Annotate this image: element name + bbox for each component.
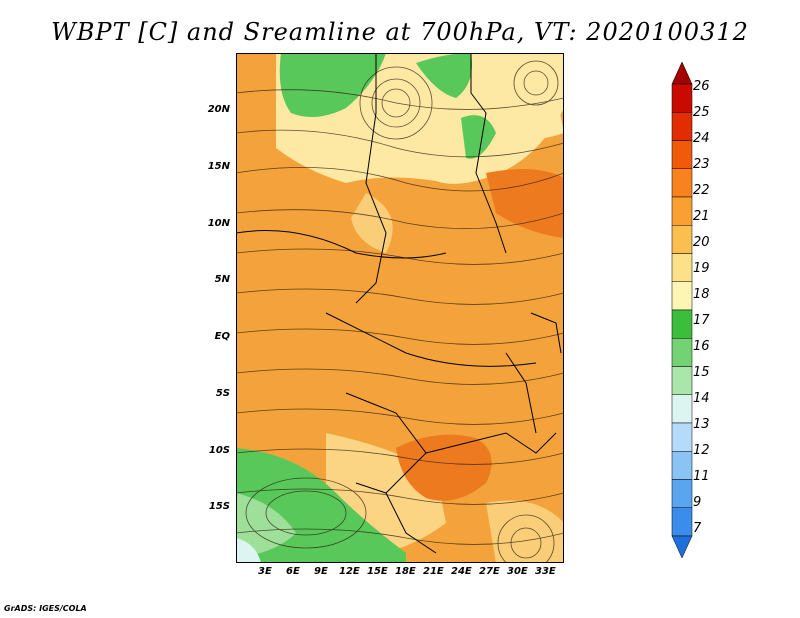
colorbar-label: 25 bbox=[693, 105, 710, 120]
green-region-north-east bbox=[416, 53, 472, 98]
x-tick-label: 18E bbox=[395, 566, 416, 577]
colorbar-segment bbox=[671, 281, 693, 311]
colorbar-label: 15 bbox=[693, 365, 710, 380]
y-tick-label: 5N bbox=[214, 274, 230, 285]
colorbar-segment bbox=[671, 62, 693, 85]
y-tick-label: 15N bbox=[207, 161, 230, 172]
x-tick-label: 33E bbox=[535, 566, 556, 577]
pale-region-south-east bbox=[486, 500, 564, 563]
colorbar-segment bbox=[671, 451, 693, 480]
hot-region-east bbox=[486, 169, 564, 238]
pale-region-center bbox=[351, 193, 393, 253]
x-tick-label: 27E bbox=[479, 566, 500, 577]
colorbar-segment bbox=[671, 366, 693, 395]
green-region-north bbox=[279, 53, 386, 117]
colorbar-label: 7 bbox=[693, 521, 702, 536]
colorbar-segment bbox=[671, 112, 693, 141]
colorbar-label: 21 bbox=[693, 209, 710, 224]
colorbar-segment bbox=[671, 309, 693, 339]
colorbar-segment bbox=[671, 83, 693, 113]
colorbar-segment bbox=[671, 338, 693, 367]
colorbar-segment bbox=[671, 535, 693, 558]
colorbar-label: 14 bbox=[693, 391, 710, 406]
colorbar-label: 9 bbox=[693, 495, 702, 510]
pale-region-north-east bbox=[476, 79, 564, 140]
colorbar-segment bbox=[671, 253, 693, 282]
colorbar-segment bbox=[671, 168, 693, 198]
colorbar-label: 19 bbox=[693, 261, 710, 276]
x-tick-label: 3E bbox=[258, 566, 272, 577]
x-tick-label: 12E bbox=[339, 566, 360, 577]
cool-region-south-west bbox=[236, 538, 261, 563]
colorbar-segment bbox=[671, 225, 693, 254]
colorbar-label: 23 bbox=[693, 157, 710, 172]
colorbar-label: 11 bbox=[693, 469, 710, 484]
colorbar-label: 13 bbox=[693, 417, 710, 432]
x-tick-label: 24E bbox=[451, 566, 472, 577]
y-tick-label: 10S bbox=[208, 445, 230, 456]
y-tick-label: EQ bbox=[214, 331, 230, 342]
x-tick-label: 21E bbox=[423, 566, 444, 577]
colorbar-segment bbox=[671, 507, 693, 537]
colorbar-label: 16 bbox=[693, 339, 710, 354]
map-panel bbox=[236, 53, 564, 563]
hot-region-south bbox=[396, 434, 492, 501]
colorbar-segment bbox=[671, 140, 693, 169]
country-borders bbox=[236, 53, 562, 554]
colorbar-label: 20 bbox=[693, 235, 710, 250]
colorbar-label: 12 bbox=[693, 443, 710, 458]
colorbar-label: 22 bbox=[693, 183, 710, 198]
colorbar-segment bbox=[671, 394, 693, 424]
x-tick-label: 30E bbox=[507, 566, 528, 577]
x-tick-label: 9E bbox=[314, 566, 328, 577]
colorbar-label: 24 bbox=[693, 131, 710, 146]
green-region-north-east-2 bbox=[461, 115, 496, 159]
footer-credit: GrADS: IGES/COLA bbox=[4, 604, 87, 613]
colorbar-label: 26 bbox=[693, 79, 710, 94]
x-tick-label: 15E bbox=[367, 566, 388, 577]
green-region-south-light bbox=[236, 493, 296, 558]
colorbar-segment bbox=[671, 196, 693, 226]
y-tick-label: 15S bbox=[208, 501, 230, 512]
streamlines bbox=[236, 60, 564, 563]
colorbar-segment bbox=[671, 422, 693, 452]
colorbar-label: 18 bbox=[693, 287, 710, 302]
colorbar-label: 17 bbox=[693, 313, 710, 328]
map-frame bbox=[236, 53, 564, 563]
colorbar-segment bbox=[671, 479, 693, 508]
map-title: WBPT [C] and Sreamline at 700hPa, VT: 20… bbox=[51, 18, 749, 46]
y-tick-label: 5S bbox=[215, 388, 230, 399]
y-tick-label: 20N bbox=[207, 104, 230, 115]
colorbar bbox=[671, 62, 693, 558]
y-tick-label: 10N bbox=[207, 218, 230, 229]
x-tick-label: 6E bbox=[286, 566, 300, 577]
